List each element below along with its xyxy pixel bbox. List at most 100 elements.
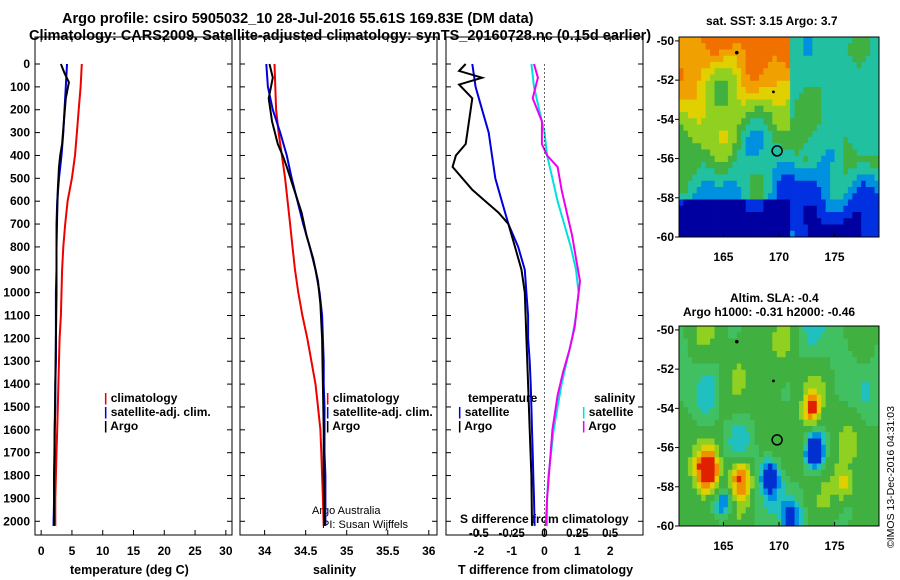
map-cell — [763, 93, 769, 100]
map-cell — [776, 187, 782, 194]
map-cell — [687, 55, 693, 63]
map-cell — [830, 326, 835, 333]
map-cell — [803, 451, 809, 458]
map-cell — [861, 105, 867, 113]
map-cell — [861, 174, 867, 182]
map-cell — [736, 212, 742, 219]
map-cell — [790, 74, 795, 82]
map-cell — [741, 99, 747, 107]
map-cell — [790, 218, 795, 225]
map-cell — [812, 388, 818, 396]
map-cell — [839, 212, 844, 219]
map-cell — [825, 451, 831, 458]
map-cell — [807, 507, 813, 514]
map-cell — [807, 413, 813, 421]
map-cell — [843, 224, 849, 232]
map-cell — [799, 174, 804, 182]
map-cell — [705, 363, 711, 371]
map-cell — [679, 463, 684, 471]
map-y-tick-label: -58 — [657, 191, 675, 205]
map-cell — [763, 382, 769, 389]
map-cell — [861, 155, 867, 163]
map-cell — [834, 519, 840, 527]
map-cell — [727, 93, 733, 100]
map-cell — [741, 344, 747, 352]
map-cell — [750, 55, 755, 63]
sla-map-title: Altim. SLA: -0.4 — [730, 291, 819, 305]
map-cell — [816, 49, 822, 57]
map-cell — [874, 344, 880, 352]
map-cell — [692, 507, 698, 514]
map-cell — [727, 112, 733, 119]
map-cell — [856, 218, 862, 225]
map-cell — [705, 469, 711, 477]
map-cell — [683, 218, 689, 225]
depth-tick-label: 1500 — [3, 400, 30, 414]
map-cell — [719, 413, 724, 421]
map-cell — [705, 407, 711, 414]
map-cell — [847, 168, 853, 175]
map-cell — [679, 62, 684, 69]
map-cell — [727, 426, 733, 433]
map-cell — [861, 93, 867, 100]
map-cell — [705, 43, 711, 50]
map-cell — [727, 137, 733, 144]
map-cell — [843, 68, 849, 75]
map-cell — [679, 174, 684, 182]
map-cell — [723, 149, 729, 157]
map-cell — [856, 426, 862, 433]
map-cell — [847, 55, 853, 63]
map-cell — [692, 162, 698, 169]
map-cell — [732, 407, 738, 414]
map-cell — [790, 419, 795, 427]
map-cell — [701, 87, 707, 94]
map-cell — [852, 105, 858, 113]
map-cell — [856, 394, 862, 402]
map-cell — [701, 212, 707, 219]
map-cell — [719, 193, 724, 200]
map-cell — [776, 199, 782, 207]
map-cell — [723, 205, 729, 213]
map-cell — [732, 149, 738, 157]
map-cell — [714, 357, 720, 364]
map-cell — [856, 68, 862, 75]
x-tick-label: 10 — [96, 544, 110, 558]
map-cell — [736, 344, 742, 352]
map-cell — [741, 180, 747, 188]
map-cell — [812, 451, 818, 458]
temp-legend: | climatology | satellite-adj. clim. | A… — [104, 391, 211, 433]
map-cell — [736, 130, 742, 138]
map-cell — [750, 419, 755, 427]
map-cell — [745, 432, 751, 439]
map-cell — [847, 230, 853, 238]
map-cell — [776, 87, 782, 94]
map-cell — [732, 87, 738, 94]
map-cell — [843, 143, 849, 150]
map-cell — [839, 344, 844, 352]
map-cell — [856, 382, 862, 389]
map-cell — [830, 419, 835, 427]
map-cell — [710, 74, 715, 82]
map-cell — [852, 180, 858, 188]
map-cell — [834, 205, 840, 213]
map-cell — [847, 444, 853, 452]
map-cell — [856, 187, 862, 194]
map-cell — [794, 426, 800, 433]
map-cell — [816, 62, 822, 69]
map-cell — [816, 457, 822, 464]
map-cell — [692, 326, 698, 333]
map-cell — [745, 43, 751, 50]
map-cell — [812, 130, 818, 138]
map-cell — [781, 363, 787, 371]
map-cell — [847, 62, 853, 69]
map-cell — [754, 501, 760, 508]
map-cell — [763, 130, 769, 138]
map-cell — [861, 87, 867, 94]
map-cell — [767, 344, 773, 352]
map-cell — [736, 326, 742, 333]
map-cell — [843, 369, 849, 377]
map-cell — [714, 62, 720, 69]
map-cell — [839, 426, 844, 433]
map-cell — [763, 118, 769, 125]
map-cell — [807, 87, 813, 94]
